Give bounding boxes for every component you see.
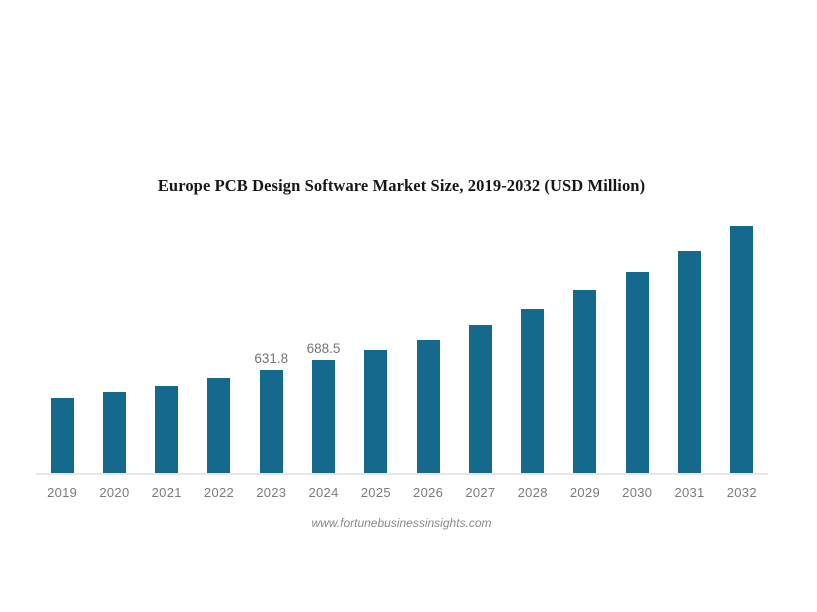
bar-group-2019 (36, 220, 88, 473)
bar-group-2023: 631.8 (245, 220, 297, 473)
x-tick-label-2025: 2025 (360, 485, 391, 500)
bar-2026 (416, 339, 440, 473)
bar-group-2021 (141, 220, 193, 473)
bar-group-2026 (402, 220, 454, 473)
bar-2022 (207, 378, 231, 473)
bar-group-2020 (88, 220, 140, 473)
x-tick-label-2028: 2028 (517, 485, 548, 500)
x-tick-label-2032: 2032 (726, 485, 757, 500)
x-tick-label-2019: 2019 (47, 485, 78, 500)
bar-2031 (678, 250, 702, 473)
bar-2030 (625, 272, 649, 473)
bar-2020 (102, 392, 126, 473)
bar-2019 (50, 398, 74, 473)
bar-group-2031 (663, 220, 715, 473)
chart-title: Europe PCB Design Software Market Size, … (157, 176, 646, 195)
bar-chart-plot: 631.8 688.5 (36, 220, 768, 475)
x-tick-label-2029: 2029 (569, 485, 601, 500)
bar-value-label-2024: 688.5 (306, 341, 341, 357)
bar-2025 (364, 350, 388, 473)
x-tick-label-2022: 2022 (203, 485, 235, 500)
bars-container: 631.8 688.5 (36, 220, 768, 475)
x-tick-label-2024: 2024 (308, 485, 339, 500)
bar-2032 (730, 226, 754, 473)
bar-2021 (155, 386, 179, 473)
bar-2027 (468, 325, 492, 473)
x-axis-labels: 2019 2020 2021 2022 2023 2024 2025 2026 2027 2028… (36, 485, 768, 500)
bar-group-2028 (507, 220, 559, 473)
x-tick-label-2027: 2027 (465, 485, 496, 500)
bar-group-2027 (454, 220, 506, 473)
x-tick-label-2023: 2023 (256, 485, 287, 500)
bar-2023 (259, 369, 283, 473)
bar-group-2024: 688.5 (297, 220, 349, 473)
bar-group-2029 (559, 220, 611, 473)
x-tick-label-2031: 2031 (674, 485, 705, 500)
bar-group-2022 (193, 220, 245, 473)
x-tick-label-2030: 2030 (622, 485, 653, 500)
bar-group-2025 (350, 220, 402, 473)
source-text: www.fortunebusinessinsights.com (311, 516, 492, 530)
bar-2024 (312, 360, 336, 473)
bar-group-2032 (716, 220, 768, 473)
bar-2029 (573, 290, 597, 473)
bar-group-2030 (611, 220, 663, 473)
x-tick-label-2026: 2026 (413, 485, 444, 500)
x-tick-label-2021: 2021 (151, 485, 182, 500)
bar-2028 (521, 308, 545, 473)
x-tick-label-2020: 2020 (99, 485, 130, 500)
bar-value-label-2023: 631.8 (254, 350, 289, 366)
